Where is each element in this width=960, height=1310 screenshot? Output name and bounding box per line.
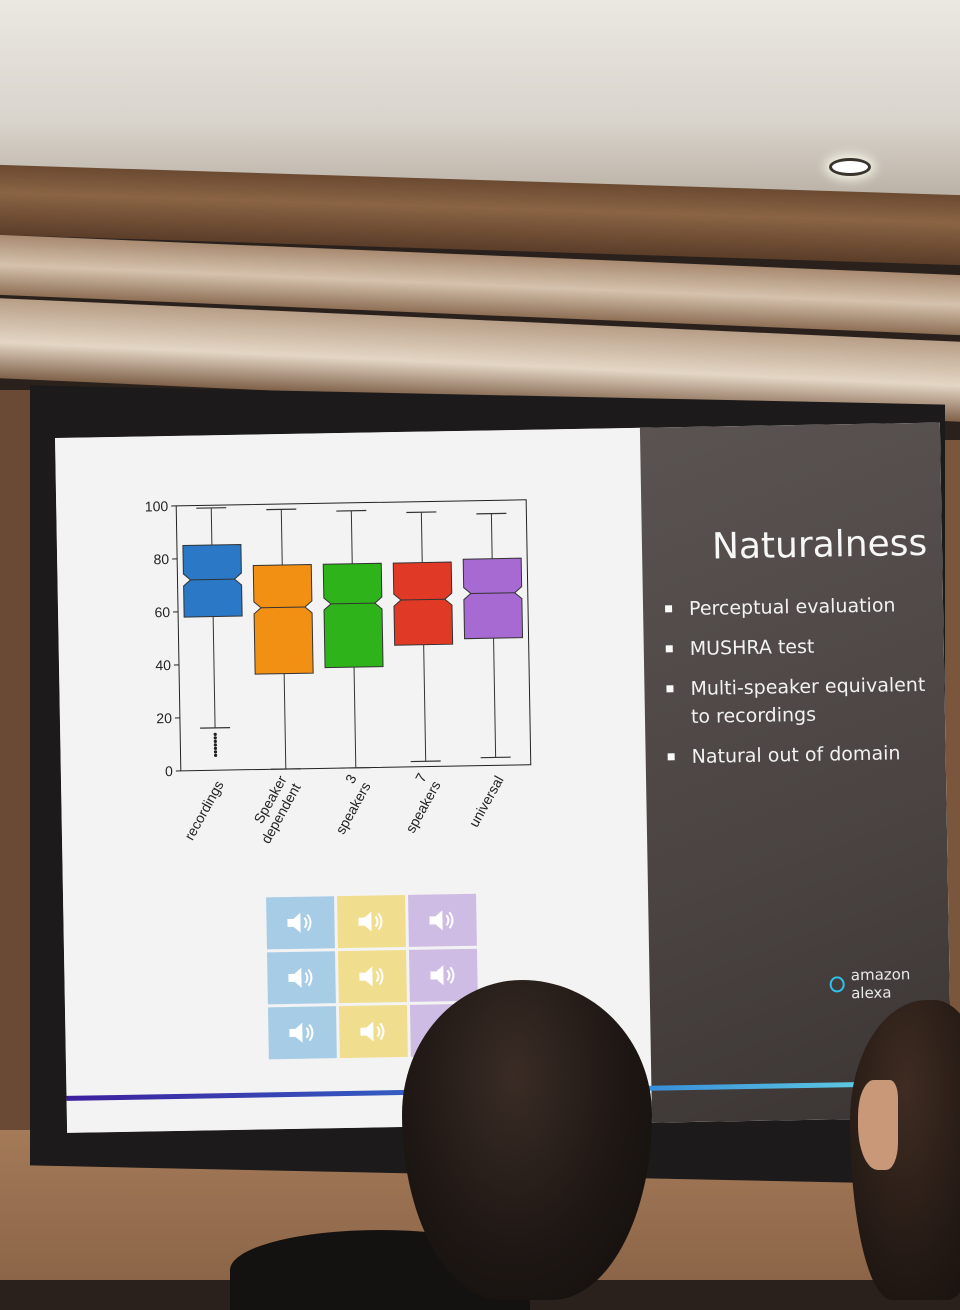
- audience-face: [858, 1080, 898, 1170]
- speaker-icon: [426, 960, 461, 991]
- audio-sample-tile[interactable]: [268, 1006, 337, 1059]
- x-tick-label-line: speakers: [402, 778, 444, 835]
- speaker-icon: [284, 962, 319, 993]
- box-speaker-dependent: [253, 564, 313, 674]
- whisker-cap: [200, 728, 230, 729]
- bullet-text: Multi-speaker equivalent to recordings: [690, 674, 925, 728]
- audience-head: [402, 980, 652, 1300]
- wall-panel: [0, 390, 30, 1170]
- bullet-list: Perceptual evaluation MUSHRA test Multi-…: [661, 591, 939, 784]
- bullet-icon: [668, 753, 675, 760]
- bullet-item: Perceptual evaluation: [661, 591, 936, 624]
- audio-sample-tile[interactable]: [267, 951, 336, 1004]
- bullet-text: Perceptual evaluation: [689, 594, 896, 620]
- audio-sample-tile[interactable]: [266, 896, 335, 949]
- whisker-cap: [411, 761, 441, 762]
- bullet-item: MUSHRA test: [662, 631, 937, 664]
- audio-sample-tile[interactable]: [339, 1005, 408, 1058]
- speaker-icon: [354, 906, 389, 937]
- box-whisker: [213, 617, 215, 728]
- whisker-cap: [271, 769, 301, 770]
- ceiling-light: [829, 158, 871, 176]
- box-whisker: [284, 674, 286, 769]
- bullet-icon: [666, 685, 673, 692]
- x-tick-label: universal: [465, 773, 506, 830]
- x-tick-label: 3speakers: [318, 771, 374, 836]
- outlier-point: [214, 740, 217, 743]
- alexa-logo-text: amazon alexa: [851, 964, 950, 1002]
- slide-title: Naturalness: [712, 523, 928, 568]
- box-whisker: [421, 512, 422, 562]
- bullet-icon: [665, 605, 672, 612]
- y-tick-label: 80: [153, 551, 169, 567]
- outlier-point: [214, 736, 217, 739]
- bullet-text: MUSHRA test: [690, 636, 815, 660]
- whisker-cap: [406, 512, 436, 513]
- bullet-icon: [666, 645, 673, 652]
- box-whisker: [281, 509, 282, 565]
- y-tick-label: 0: [165, 763, 173, 779]
- outlier-point: [214, 750, 217, 753]
- box-whisker: [354, 667, 356, 768]
- x-tick-label-line: speakers: [332, 779, 374, 836]
- whisker-cap: [266, 509, 296, 510]
- outlier-point: [214, 743, 217, 746]
- y-tick-label: 40: [155, 657, 171, 673]
- outlier-point: [214, 733, 217, 736]
- audio-sample-tile[interactable]: [408, 894, 477, 947]
- speaker-icon: [425, 905, 460, 936]
- speaker-icon: [285, 1017, 320, 1048]
- speaker-icon: [355, 961, 390, 992]
- box-whisker: [211, 508, 212, 545]
- whisker-cap: [341, 768, 371, 769]
- speaker-icon: [283, 907, 318, 938]
- whisker-cap: [196, 508, 226, 509]
- box-whisker: [491, 514, 492, 559]
- alexa-logo: amazon alexa: [829, 964, 950, 1002]
- y-tick-label: 100: [145, 498, 169, 514]
- whisker-cap: [481, 757, 511, 758]
- x-tick-label: recordings: [181, 778, 227, 843]
- outlier-point: [214, 754, 217, 757]
- box-whisker: [494, 638, 496, 757]
- y-tick-label: 20: [156, 710, 172, 726]
- y-tick-label: 60: [154, 604, 170, 620]
- audio-sample-tile[interactable]: [337, 895, 406, 948]
- bullet-text: Natural out of domain: [691, 742, 900, 768]
- audio-sample-tile[interactable]: [338, 950, 407, 1003]
- box-whisker: [424, 645, 426, 762]
- whisker-cap: [476, 513, 506, 514]
- boxplot-chart: 0 20 40 60 80 100 recordings Speakerdependent3s…: [136, 489, 563, 896]
- box-universal: [463, 558, 522, 639]
- speaker-icon: [356, 1016, 391, 1047]
- whisker-cap: [336, 511, 366, 512]
- bullet-item: Multi-speaker equivalent to recordings: [662, 671, 938, 732]
- box-3-speakers: [323, 563, 383, 667]
- box-recordings: [183, 545, 242, 618]
- outlier-point: [214, 747, 217, 750]
- x-tick-label: 7speakers: [388, 770, 444, 835]
- x-tick-label: Speakerdependent: [244, 772, 304, 846]
- bullet-item: Natural out of domain: [663, 739, 938, 772]
- alexa-ring-icon: [830, 976, 846, 992]
- box-7-speakers: [393, 562, 452, 645]
- box-whisker: [351, 511, 352, 564]
